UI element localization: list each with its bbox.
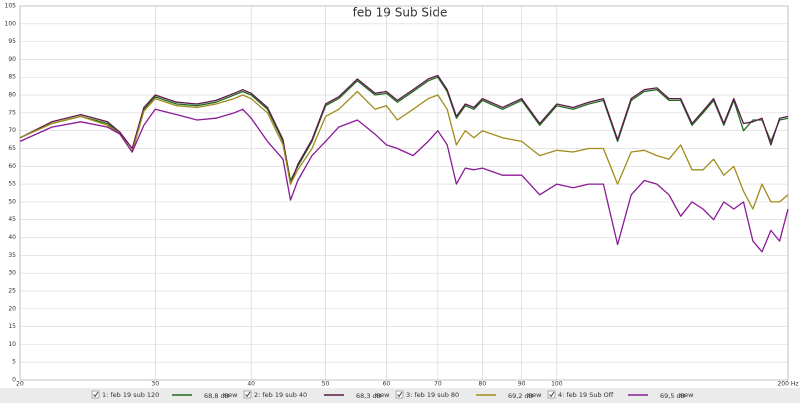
y-tick-label: 105 bbox=[5, 3, 17, 10]
y-tick-label: 15 bbox=[8, 323, 16, 330]
y-tick-label: 30 bbox=[8, 270, 16, 277]
chart-title: feb 19 Sub Side bbox=[353, 6, 448, 20]
series-line bbox=[19, 108, 789, 253]
check-mark bbox=[245, 391, 251, 398]
legend-tag: new bbox=[680, 391, 694, 399]
y-tick-label: 80 bbox=[8, 92, 16, 99]
checkbox bbox=[547, 390, 556, 399]
check-mark bbox=[397, 391, 403, 398]
y-tick-label: 20 bbox=[8, 305, 16, 312]
y-tick-label: 40 bbox=[8, 234, 16, 241]
legend-level: 68,8 dB bbox=[204, 392, 229, 400]
y-tick-label: 95 bbox=[8, 38, 16, 45]
y-tick-label: 60 bbox=[8, 163, 16, 170]
checkbox bbox=[395, 390, 404, 399]
legend-tag: new bbox=[376, 391, 390, 399]
y-tick-label: 5 bbox=[12, 359, 16, 366]
y-tick-label: 0 bbox=[12, 377, 16, 384]
x-tick-label: 80 bbox=[479, 381, 487, 388]
y-tick-label: 75 bbox=[8, 109, 16, 116]
y-tick-label: 10 bbox=[8, 341, 16, 348]
x-tick-label: 70 bbox=[434, 381, 442, 388]
y-tick-label: 50 bbox=[8, 198, 16, 205]
series-line bbox=[19, 90, 789, 210]
y-tick-label: 85 bbox=[8, 74, 16, 81]
x-tick-label: 40 bbox=[247, 381, 255, 388]
legend-level: 68,3 dB bbox=[356, 392, 381, 400]
y-tick-label: 70 bbox=[8, 127, 16, 134]
y-tick-label: 90 bbox=[8, 56, 16, 63]
legend-label: 2: feb 19 sub 40 bbox=[254, 391, 307, 399]
x-tick-label: 20 bbox=[16, 381, 24, 388]
y-tick-label: 35 bbox=[8, 252, 16, 259]
legend-tag: new bbox=[224, 391, 238, 399]
plot-frame bbox=[19, 5, 789, 381]
y-tick-label: 100 bbox=[5, 20, 17, 27]
y-tick-label: 45 bbox=[8, 216, 16, 223]
check-mark bbox=[549, 391, 555, 398]
legend-tag: new bbox=[528, 391, 542, 399]
x-tick-label: 90 bbox=[518, 381, 526, 388]
x-tick-label: 60 bbox=[383, 381, 391, 388]
x-tick-label: 50 bbox=[322, 381, 330, 388]
y-tick-label: 25 bbox=[8, 287, 16, 294]
legend-level: 69,2 dB bbox=[508, 392, 533, 400]
checkbox bbox=[243, 390, 252, 399]
x-tick-label: 200 Hz bbox=[777, 381, 798, 388]
x-tick-label: 100 bbox=[551, 381, 563, 388]
series-line bbox=[19, 74, 789, 185]
y-tick-label: 55 bbox=[8, 181, 16, 188]
x-tick-label: 30 bbox=[151, 381, 159, 388]
checkbox bbox=[91, 390, 100, 399]
legend-label: 1: feb 19 sub 120 bbox=[102, 391, 159, 399]
y-tick-label: 65 bbox=[8, 145, 16, 152]
legend-label: 3: feb 19 sub 80 bbox=[406, 391, 459, 399]
check-mark bbox=[93, 391, 99, 398]
legend-label: 4: feb 19 Sub Off bbox=[558, 391, 614, 399]
legend-level: 69,5 dB bbox=[660, 392, 685, 400]
